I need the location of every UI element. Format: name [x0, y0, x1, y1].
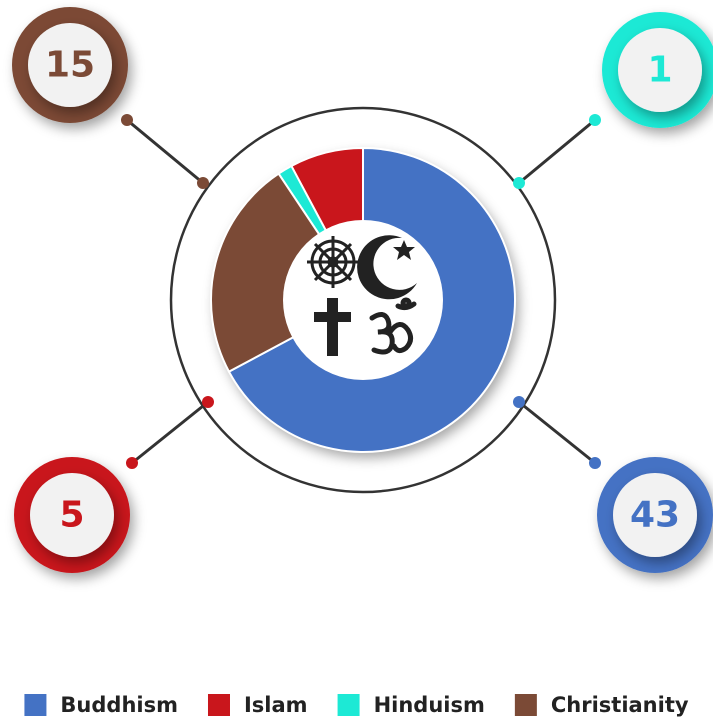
badges: 43 5 1 15	[12, 7, 713, 573]
legend-swatch	[514, 694, 537, 716]
cross	[314, 298, 351, 356]
connector-dot	[513, 396, 525, 408]
legend: Buddhism Islam Hinduism Christianity	[24, 693, 689, 717]
connector	[126, 118, 204, 185]
connector-dot	[197, 177, 209, 189]
legend-swatch	[207, 694, 230, 716]
outer-ring	[169, 106, 557, 494]
connector	[131, 400, 209, 465]
connector	[518, 400, 596, 465]
badge-value: 5	[59, 495, 84, 536]
legend-swatch	[24, 694, 47, 716]
badge-value: 1	[647, 50, 672, 91]
legend-label: Islam	[244, 693, 308, 717]
star	[393, 240, 415, 260]
connector-dot	[589, 457, 601, 469]
badge-value: 15	[45, 45, 95, 86]
wedges	[210, 146, 516, 453]
connector-dot	[121, 114, 133, 126]
badge-value: 43	[630, 495, 680, 536]
badge-face	[613, 473, 697, 557]
badge-face	[30, 473, 114, 557]
dharma-wheel	[307, 236, 359, 288]
legend-label: Hinduism	[374, 693, 485, 717]
connector-dot	[126, 457, 138, 469]
om	[369, 297, 417, 355]
connector-dot	[202, 396, 214, 408]
legend-swatch	[337, 694, 360, 716]
connector	[518, 118, 596, 185]
legend-label: Christianity	[551, 693, 689, 717]
badge-face	[618, 28, 702, 112]
crescent	[357, 235, 417, 300]
religion-icons	[307, 235, 417, 356]
legend-label: Buddhism	[60, 693, 178, 717]
connector-dot	[513, 177, 525, 189]
badge-face	[28, 23, 112, 107]
donut-hole	[283, 220, 443, 380]
connector-dot	[589, 114, 601, 126]
